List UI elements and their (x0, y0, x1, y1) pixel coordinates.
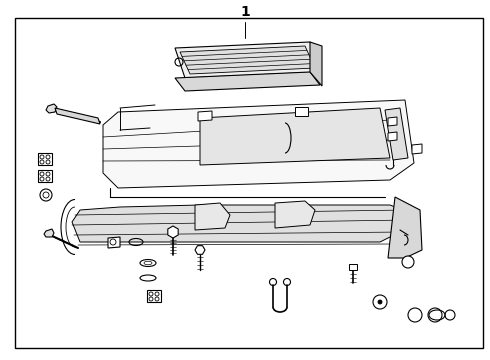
Polygon shape (200, 108, 390, 165)
Circle shape (378, 300, 382, 304)
Text: 1: 1 (240, 5, 250, 19)
Polygon shape (44, 229, 54, 237)
Polygon shape (95, 92, 420, 195)
Polygon shape (175, 72, 320, 91)
Polygon shape (108, 237, 120, 248)
Polygon shape (310, 42, 322, 86)
Polygon shape (385, 108, 408, 160)
Polygon shape (38, 170, 52, 182)
Polygon shape (103, 100, 414, 188)
Polygon shape (198, 111, 212, 121)
Polygon shape (147, 290, 161, 302)
Polygon shape (55, 193, 420, 262)
Polygon shape (388, 117, 397, 126)
Polygon shape (388, 197, 422, 258)
Polygon shape (175, 42, 320, 78)
Polygon shape (15, 18, 483, 348)
Polygon shape (55, 108, 100, 124)
Polygon shape (195, 246, 205, 254)
Polygon shape (195, 203, 230, 230)
Polygon shape (412, 144, 422, 154)
Polygon shape (38, 153, 52, 165)
Polygon shape (46, 104, 57, 113)
Polygon shape (388, 132, 397, 141)
Polygon shape (275, 201, 315, 228)
Polygon shape (72, 205, 408, 242)
Circle shape (402, 256, 414, 268)
Polygon shape (180, 46, 315, 74)
Polygon shape (295, 107, 308, 116)
Polygon shape (349, 264, 357, 270)
Polygon shape (168, 226, 178, 238)
